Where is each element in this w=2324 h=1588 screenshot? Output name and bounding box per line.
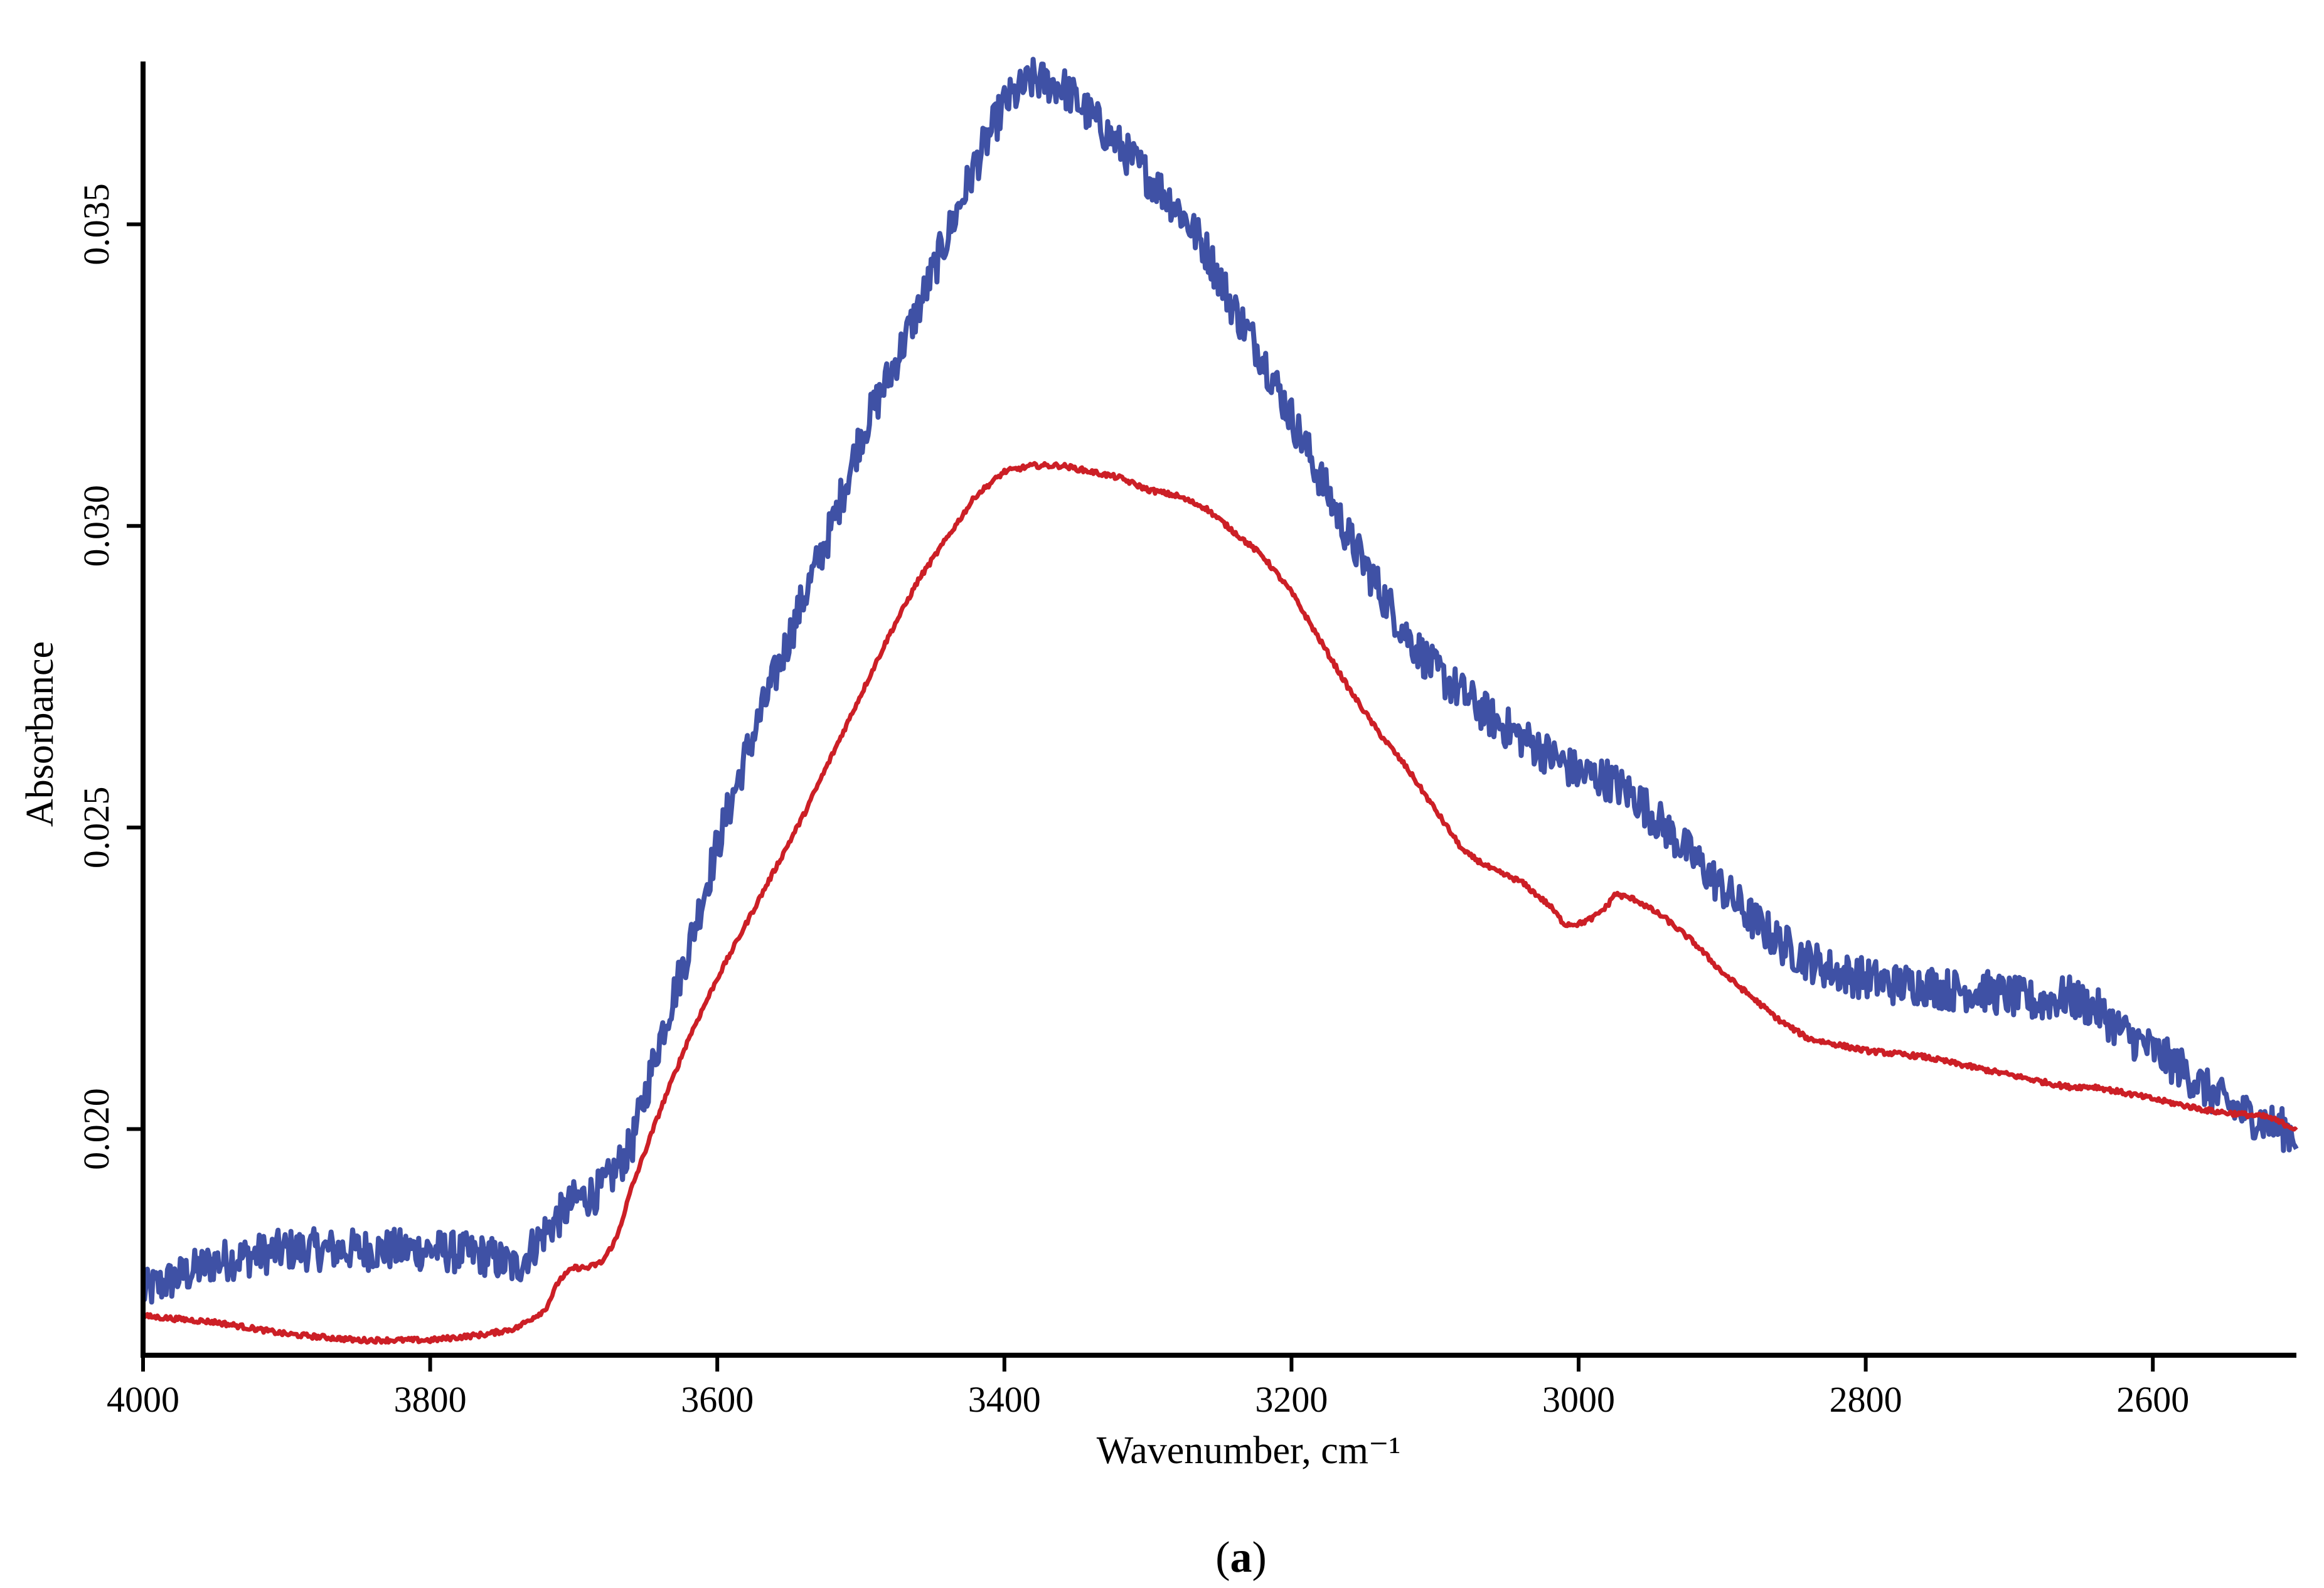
x-axis-title: Wavenumber, cm⁻¹ [1097, 1429, 1401, 1472]
blue-spectrum-line [141, 56, 2299, 1305]
x-tick-label: 3200 [1255, 1379, 1328, 1420]
x-tick-label: 3800 [394, 1379, 467, 1420]
y-axis-title: Absorbance [19, 641, 61, 827]
x-axis-ticks: 4000 3800 3600 3400 3200 3000 2800 2600 [107, 1355, 2189, 1420]
caption-open-paren: ( [1215, 1533, 1230, 1582]
y-tick-label: 0.035 [76, 183, 117, 265]
y-tick-label: 0.025 [76, 787, 117, 869]
y-tick-label: 0.020 [76, 1088, 117, 1170]
x-tick-label: 3000 [1542, 1379, 1615, 1420]
x-tick-label: 4000 [107, 1379, 179, 1420]
y-axis-ticks: 0.020 0.025 0.030 0.035 [76, 183, 143, 1170]
x-tick-label: 3400 [968, 1379, 1041, 1420]
red-spectrum-line [141, 461, 2298, 1345]
x-tick-label: 3600 [681, 1379, 754, 1420]
y-tick-label: 0.030 [76, 485, 117, 567]
caption-letter: a [1230, 1533, 1252, 1582]
caption-close-paren: ) [1252, 1533, 1267, 1582]
x-tick-label: 2600 [2116, 1379, 2189, 1420]
x-tick-label: 2800 [1830, 1379, 1902, 1420]
series-layer [141, 56, 2299, 1345]
figure-caption: (a) [1215, 1533, 1267, 1582]
